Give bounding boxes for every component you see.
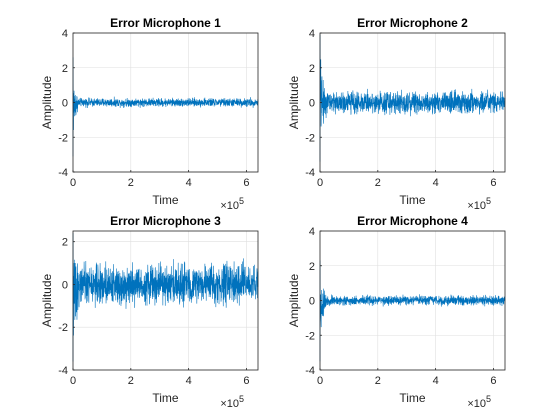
y-tick-label: 0 xyxy=(62,279,68,291)
x-exponent-label: ×105 xyxy=(220,394,244,410)
y-tick-label: -4 xyxy=(305,167,315,179)
x-tick-label: 2 xyxy=(375,177,381,189)
signal-line xyxy=(72,233,259,362)
y-tick-label: -2 xyxy=(58,132,68,144)
x-tick-label: 0 xyxy=(317,177,323,189)
axes-box xyxy=(72,230,259,371)
signal-line xyxy=(72,57,259,157)
y-tick-label: 0 xyxy=(309,98,315,110)
x-tick-label: 4 xyxy=(433,177,439,189)
y-axis-label: Amplitude xyxy=(40,76,54,130)
y-tick-label: 2 xyxy=(309,261,315,273)
subplot-1: 0 2 4 6 -4 -2 0 2 4 Error Microphone 1 Time Amplitu… xyxy=(40,16,259,212)
x-axis-label: Time xyxy=(152,391,179,405)
y-tick-label: 0 xyxy=(309,296,315,308)
y-axis-label: Amplitude xyxy=(287,274,301,328)
y-tick-label: -4 xyxy=(305,365,315,377)
y-tick-label: 2 xyxy=(62,237,68,249)
x-tick-label: 0 xyxy=(70,375,76,387)
subplot-2: 0 2 4 6 -4 -2 0 2 4 Error Microphone 2 Time Amplitu… xyxy=(287,16,506,212)
x-exponent-label: ×105 xyxy=(220,196,244,212)
x-tick-label: 4 xyxy=(186,375,192,387)
x-tick-label: 6 xyxy=(490,375,496,387)
subplot-4: 0 2 4 6 -4 -2 0 2 4 Error Microphone 4 Time Amplitu… xyxy=(287,214,506,410)
x-tick-label: 4 xyxy=(433,375,439,387)
x-tick-label: 0 xyxy=(70,177,76,189)
x-tick-label: 2 xyxy=(128,177,134,189)
subplot-title: Error Microphone 2 xyxy=(357,16,468,30)
y-tick-label: -2 xyxy=(305,330,315,342)
x-axis-label: Time xyxy=(399,391,426,405)
x-exponent-label: ×105 xyxy=(467,196,491,212)
x-tick-label: 6 xyxy=(243,177,249,189)
subplot-title: Error Microphone 1 xyxy=(110,16,221,30)
y-tick-label: 0 xyxy=(62,98,68,110)
x-tick-label: 0 xyxy=(317,375,323,387)
subplot-3: 0 2 4 6 -4 -2 0 2 Error Microphone 3 Time Amplitud… xyxy=(40,214,259,410)
y-tick-label: 2 xyxy=(62,63,68,75)
subplot-title: Error Microphone 4 xyxy=(357,214,468,228)
x-axis-label: Time xyxy=(399,193,426,207)
y-tick-label: -2 xyxy=(58,322,68,334)
x-axis-label: Time xyxy=(152,193,179,207)
y-tick-label: 4 xyxy=(309,28,315,40)
subplot-title: Error Microphone 3 xyxy=(110,214,221,228)
x-tick-label: 4 xyxy=(186,177,192,189)
y-axis-label: Amplitude xyxy=(40,274,54,328)
x-tick-label: 6 xyxy=(243,375,249,387)
y-tick-label: -2 xyxy=(305,132,315,144)
y-tick-label: 4 xyxy=(62,28,68,40)
y-tick-label: -4 xyxy=(58,167,68,179)
x-tick-label: 2 xyxy=(375,375,381,387)
y-tick-label: 2 xyxy=(309,63,315,75)
signal-line xyxy=(319,34,506,162)
y-tick-label: -4 xyxy=(58,365,68,377)
x-tick-label: 2 xyxy=(128,375,134,387)
x-tick-label: 6 xyxy=(490,177,496,189)
signal-line xyxy=(319,260,506,362)
x-exponent-label: ×105 xyxy=(467,394,491,410)
y-axis-label: Amplitude xyxy=(287,76,301,130)
y-tick-label: 4 xyxy=(309,226,315,238)
